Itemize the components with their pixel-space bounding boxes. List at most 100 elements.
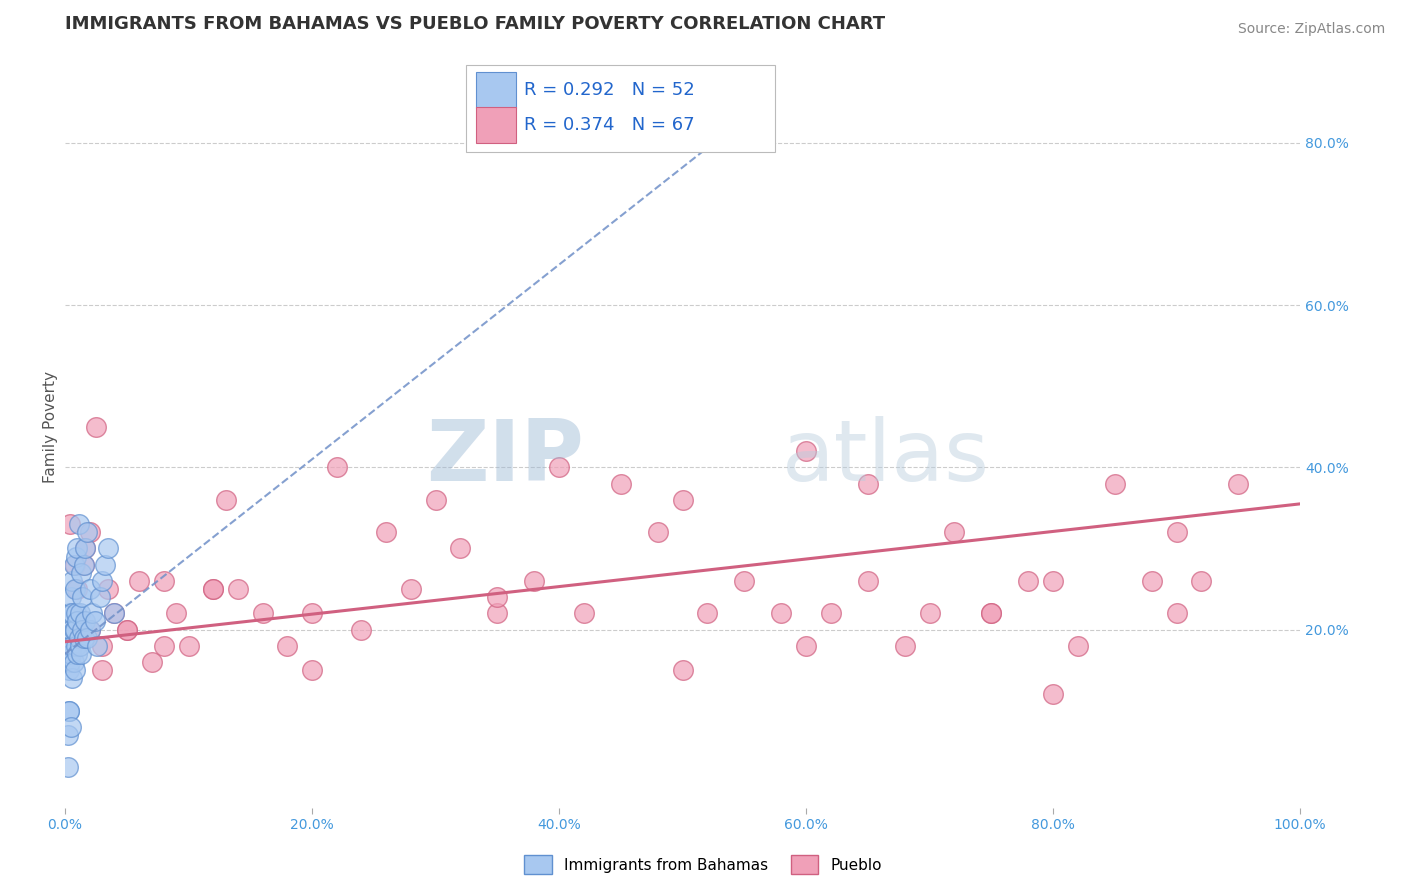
Text: R = 0.292   N = 52: R = 0.292 N = 52 — [524, 81, 695, 99]
Point — [65, 607, 87, 621]
Point — [103, 607, 125, 621]
Point — [79, 525, 101, 540]
Point — [647, 525, 669, 540]
Point — [56, 760, 79, 774]
Point — [63, 582, 86, 596]
Point — [69, 639, 91, 653]
Point — [63, 558, 86, 572]
Point — [671, 492, 693, 507]
Point — [60, 623, 83, 637]
Point — [1227, 476, 1250, 491]
Point — [58, 704, 80, 718]
Point — [86, 639, 108, 653]
Point — [72, 558, 94, 572]
Point — [770, 607, 793, 621]
Point — [980, 607, 1002, 621]
Point — [97, 582, 120, 596]
Point — [115, 623, 138, 637]
Point — [733, 574, 755, 588]
Point — [59, 517, 82, 532]
Point — [894, 639, 917, 653]
Text: IMMIGRANTS FROM BAHAMAS VS PUEBLO FAMILY POVERTY CORRELATION CHART: IMMIGRANTS FROM BAHAMAS VS PUEBLO FAMILY… — [65, 15, 886, 33]
Point — [89, 590, 111, 604]
Point — [1140, 574, 1163, 588]
Point — [70, 566, 93, 580]
Point — [696, 607, 718, 621]
Point — [59, 639, 82, 653]
Point — [58, 663, 80, 677]
Point — [79, 582, 101, 596]
Point — [84, 420, 107, 434]
Text: Source: ZipAtlas.com: Source: ZipAtlas.com — [1237, 22, 1385, 37]
Point — [301, 607, 323, 621]
Point — [1166, 525, 1188, 540]
Point — [73, 541, 96, 556]
Point — [856, 574, 879, 588]
Point — [82, 607, 104, 621]
Point — [72, 623, 94, 637]
Point — [214, 492, 236, 507]
Point — [165, 607, 187, 621]
Point — [115, 623, 138, 637]
Point — [375, 525, 398, 540]
Point — [60, 647, 83, 661]
Point — [79, 623, 101, 637]
Point — [918, 607, 941, 621]
Point — [69, 623, 91, 637]
Point — [572, 607, 595, 621]
Point — [83, 615, 105, 629]
Y-axis label: Family Poverty: Family Poverty — [44, 371, 58, 483]
Point — [62, 639, 84, 653]
Point — [63, 623, 86, 637]
Point — [1017, 574, 1039, 588]
Point — [486, 590, 509, 604]
Point — [91, 663, 114, 677]
Point — [60, 720, 83, 734]
Point — [226, 582, 249, 596]
Point — [60, 590, 83, 604]
Point — [103, 607, 125, 621]
Point — [79, 623, 101, 637]
Legend: Immigrants from Bahamas, Pueblo: Immigrants from Bahamas, Pueblo — [517, 849, 889, 880]
Point — [252, 607, 274, 621]
Point — [56, 728, 79, 742]
Point — [66, 582, 89, 596]
Point — [1042, 688, 1064, 702]
Point — [76, 631, 98, 645]
FancyBboxPatch shape — [467, 65, 775, 153]
Point — [350, 623, 373, 637]
Text: ZIP: ZIP — [426, 416, 583, 499]
Point — [153, 639, 176, 653]
Point — [72, 631, 94, 645]
Point — [1042, 574, 1064, 588]
Point — [202, 582, 225, 596]
Point — [820, 607, 842, 621]
Point — [276, 639, 298, 653]
Point — [62, 671, 84, 685]
Point — [1067, 639, 1090, 653]
Point — [62, 655, 84, 669]
Point — [66, 541, 89, 556]
Point — [486, 607, 509, 621]
Point — [794, 639, 817, 653]
Point — [425, 492, 447, 507]
Point — [1166, 607, 1188, 621]
Point — [62, 623, 84, 637]
Point — [58, 704, 80, 718]
Point — [141, 655, 163, 669]
Text: R = 0.374   N = 67: R = 0.374 N = 67 — [524, 116, 695, 134]
Point — [177, 639, 200, 653]
Point — [63, 663, 86, 677]
Point — [69, 607, 91, 621]
Point — [980, 607, 1002, 621]
Point — [72, 558, 94, 572]
Point — [523, 574, 546, 588]
Point — [202, 582, 225, 596]
Point — [548, 460, 571, 475]
Point — [67, 631, 90, 645]
Point — [65, 639, 87, 653]
FancyBboxPatch shape — [477, 107, 516, 144]
Point — [76, 525, 98, 540]
Point — [59, 655, 82, 669]
Point — [794, 444, 817, 458]
